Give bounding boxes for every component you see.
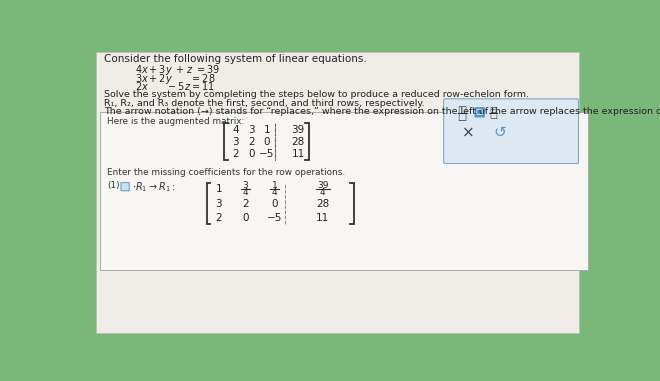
Text: 3: 3 <box>242 181 248 190</box>
Text: 3: 3 <box>216 199 222 208</box>
Text: 2: 2 <box>248 137 255 147</box>
Text: 0: 0 <box>248 149 255 159</box>
Text: 1: 1 <box>263 125 270 134</box>
Text: (1): (1) <box>108 181 120 190</box>
Text: 39: 39 <box>291 125 304 134</box>
Text: $3x+2y\qquad =28$: $3x+2y\qquad =28$ <box>135 72 216 86</box>
Text: $4x+3y\ +z\ =39$: $4x+3y\ +z\ =39$ <box>135 63 220 77</box>
FancyBboxPatch shape <box>121 182 129 191</box>
Text: Solve the system by completing the steps below to produce a reduced row-echelon : Solve the system by completing the steps… <box>104 90 529 99</box>
Text: 2: 2 <box>242 199 249 208</box>
Text: 0: 0 <box>271 199 278 208</box>
Text: 4: 4 <box>320 188 325 197</box>
Text: −5: −5 <box>267 213 282 223</box>
Text: 0: 0 <box>264 137 270 147</box>
Text: Consider the following system of linear equations.: Consider the following system of linear … <box>104 54 367 64</box>
Text: R₁, R₂, and R₃ denote the first, second, and third rows, respectively.: R₁, R₂, and R₃ denote the first, second,… <box>104 99 425 108</box>
Text: 28: 28 <box>291 137 304 147</box>
Text: 11: 11 <box>316 213 329 223</box>
Text: □: □ <box>489 111 497 120</box>
FancyBboxPatch shape <box>96 52 579 333</box>
Text: Here is the augmented matrix:: Here is the augmented matrix: <box>108 117 245 126</box>
Text: 2: 2 <box>232 149 240 159</box>
Text: □: □ <box>457 112 467 122</box>
Text: 39: 39 <box>317 181 329 190</box>
Text: 1: 1 <box>272 181 278 190</box>
Text: □: □ <box>476 107 483 117</box>
Text: 2: 2 <box>216 213 222 223</box>
Text: 4: 4 <box>272 188 277 197</box>
Text: ×: × <box>462 125 475 140</box>
Text: 4: 4 <box>232 125 240 134</box>
Text: $2x\qquad -5z=11$: $2x\qquad -5z=11$ <box>135 80 215 92</box>
Text: □: □ <box>489 105 497 114</box>
Text: 3: 3 <box>232 137 240 147</box>
Text: 1: 1 <box>216 184 222 194</box>
FancyBboxPatch shape <box>100 112 588 270</box>
FancyBboxPatch shape <box>444 99 579 163</box>
Text: 11: 11 <box>291 149 304 159</box>
Text: 28: 28 <box>316 199 329 208</box>
Text: $\cdot R_1 \rightarrow R_1:$: $\cdot R_1 \rightarrow R_1:$ <box>132 180 176 194</box>
Text: 0: 0 <box>242 213 249 223</box>
Text: The arrow notation (→) stands for “replaces,” where the expression on the left o: The arrow notation (→) stands for “repla… <box>104 107 660 116</box>
Text: □: □ <box>457 105 467 115</box>
FancyBboxPatch shape <box>475 108 484 117</box>
Text: ↺: ↺ <box>493 125 506 140</box>
Text: Enter the missing coefficients for the row operations.: Enter the missing coefficients for the r… <box>108 168 345 177</box>
Text: −5: −5 <box>259 149 275 159</box>
Text: 3: 3 <box>248 125 255 134</box>
Text: 4: 4 <box>242 188 248 197</box>
